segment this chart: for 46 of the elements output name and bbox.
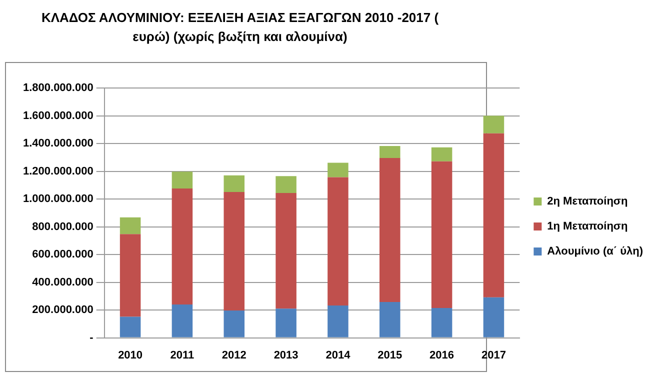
bar	[224, 310, 245, 338]
bar	[120, 217, 141, 234]
bar	[431, 308, 452, 338]
y-tick-label: -	[90, 332, 94, 344]
x-tick-label: 2010	[118, 349, 143, 362]
bar	[483, 116, 504, 134]
bar	[172, 188, 193, 304]
y-tick-label: 1.200.000.000	[22, 165, 94, 178]
y-tick-label: 1.800.000.000	[22, 82, 94, 94]
y-tick-label: 1.400.000.000	[22, 138, 94, 150]
x-tick-label: 2012	[222, 349, 246, 362]
bar	[483, 133, 504, 298]
legend-label: 2η Μεταποίηση	[547, 196, 628, 208]
bar	[120, 234, 141, 317]
bar	[120, 316, 141, 338]
legend-label: 1η Μεταποίηση	[547, 220, 628, 233]
bar	[483, 297, 504, 338]
x-tick-label: 2013	[274, 349, 298, 362]
y-tick-label: 1.600.000.000	[22, 110, 94, 122]
bar	[172, 172, 193, 188]
x-tick-label: 2011	[170, 349, 194, 362]
bar	[172, 304, 193, 338]
bar	[431, 147, 452, 162]
y-tick-label: 600.000.000	[32, 248, 94, 261]
chart-title: ΚΛΑΔΟΣ ΑΛΟΥΜΙΝΙΟΥ: ΕΞΕΛΙΞΗ ΑΞΙΑΣ ΕΞΑΓΩΓΩΝ 2010 -2017 ( ευρώ) (χωρίς βωξίτη και αλουμίνα)	[40, 9, 440, 46]
bar	[379, 158, 400, 302]
bar	[328, 162, 348, 178]
bar	[328, 177, 348, 306]
y-tick-label: 800.000.000	[32, 220, 94, 233]
bar	[276, 193, 296, 309]
y-tick-label: 400.000.000	[32, 276, 94, 288]
x-tick-label: 2014	[326, 349, 352, 362]
bar	[328, 305, 348, 338]
x-tick-label: 2015	[378, 349, 402, 362]
y-tick-label: 1.000.000.000	[22, 193, 94, 206]
y-tick-label: 200.000.000	[32, 304, 94, 316]
legend-label: Αλουμίνιο (α΄ ύλη)	[547, 246, 644, 258]
bar	[379, 146, 400, 158]
bar	[379, 302, 400, 338]
bar	[276, 308, 296, 338]
x-tick-label: 2016	[430, 349, 454, 362]
bar	[276, 176, 296, 194]
bar	[224, 175, 245, 192]
bar	[431, 161, 452, 308]
bar	[224, 192, 245, 310]
x-tick-label: 2017	[481, 349, 506, 362]
